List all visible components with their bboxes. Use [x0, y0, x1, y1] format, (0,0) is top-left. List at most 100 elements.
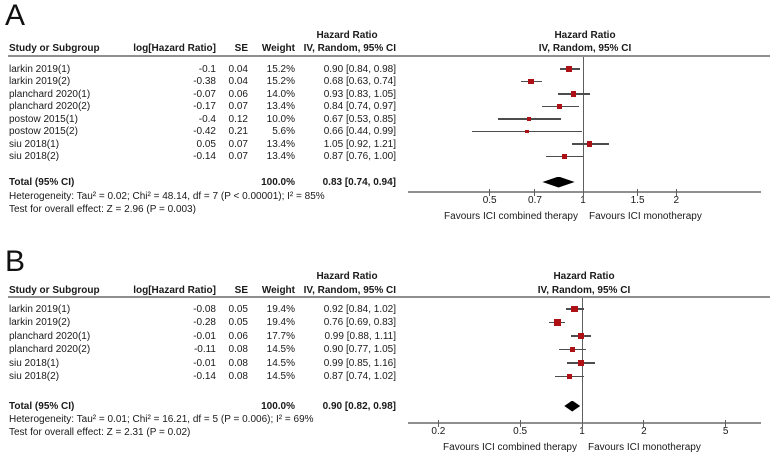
effect-square — [525, 129, 529, 134]
log-hr-value: -0.14 — [193, 371, 216, 382]
study-name: larkin 2019(2) — [9, 76, 71, 87]
weight-value: 15.2% — [266, 63, 295, 75]
axis-tick-label: 5 — [722, 426, 729, 437]
axis-tick-label: 0.5 — [513, 426, 528, 437]
se-value: 0.07 — [228, 151, 248, 162]
se-value: 0.21 — [228, 126, 248, 137]
ci-line — [520, 80, 543, 83]
weight-value: 19.4% — [266, 303, 295, 315]
column-header-loghr: log[Hazard Ratio] — [133, 284, 216, 296]
log-hr-value: -0.38 — [193, 76, 216, 87]
stats-effect-header: Hazard Ratio — [316, 29, 378, 41]
column-header-loghr: log[Hazard Ratio] — [133, 43, 216, 54]
axis-tick — [437, 419, 439, 427]
study-name: larkin 2019(1) — [9, 303, 71, 315]
study-name: larkin 2019(1) — [9, 63, 71, 75]
se-value: 0.05 — [228, 317, 248, 328]
effect-square — [570, 91, 576, 97]
study-name: larkin 2019(2) — [9, 317, 71, 328]
study-name: planchard 2020(1) — [9, 88, 91, 100]
axis-tick-label: 2 — [673, 195, 680, 206]
column-header-se: SE — [234, 43, 248, 54]
log-hr-value: -0.42 — [193, 126, 216, 137]
effect-square — [556, 103, 563, 110]
log-hr-value: -0.01 — [193, 357, 216, 369]
study-name: postow 2015(1) — [9, 113, 78, 125]
log-hr-value: -0.01 — [193, 330, 216, 342]
axis-tick-label: 1 — [580, 195, 586, 206]
se-value: 0.08 — [228, 371, 248, 382]
stats-effect-header: Hazard Ratio — [316, 271, 378, 282]
weight-value: 14.5% — [266, 344, 295, 355]
se-value: 0.06 — [228, 330, 248, 342]
ci-text: 0.68 [0.63, 0.74] — [323, 76, 396, 87]
ci-text: 0.87 [0.74, 1.02] — [323, 371, 396, 382]
log-hr-value: -0.11 — [193, 344, 216, 355]
ci-text: 0.67 [0.53, 0.85] — [323, 113, 396, 125]
ci-line — [558, 348, 587, 351]
axis-tick-label: 1.5 — [630, 195, 645, 206]
plot-effect-header: Hazard Ratio — [554, 29, 616, 41]
ci-text: 0.93 [0.83, 1.05] — [323, 88, 396, 100]
se-value: 0.04 — [228, 63, 248, 75]
ci-text: 0.92 [0.84, 1.02] — [323, 303, 396, 315]
weight-value: 13.4% — [266, 151, 295, 162]
column-header-weight: Weight — [261, 43, 295, 54]
weight-value: 10.0% — [266, 113, 295, 125]
ci-line — [559, 68, 581, 70]
effect-square — [528, 78, 534, 85]
effect-square — [566, 373, 573, 380]
study-name: planchard 2020(2) — [9, 344, 91, 355]
log-hr-value: -0.08 — [193, 303, 216, 315]
favours-right-label: Favours ICI monotherapy — [589, 210, 702, 222]
favours-left-label: Favours ICI combined therapy — [443, 441, 577, 453]
no-effect-line — [582, 56, 584, 192]
weight-value: 19.4% — [266, 317, 295, 328]
ci-text: 0.90 [0.77, 1.05] — [323, 344, 396, 355]
ci-text: 0.90 [0.84, 0.98] — [323, 63, 396, 75]
weight-value: 14.0% — [266, 88, 295, 100]
axis-tick — [489, 188, 491, 196]
effect-square — [554, 319, 561, 326]
axis-tick — [581, 419, 583, 427]
x-axis — [408, 191, 761, 193]
ci-line — [566, 308, 584, 310]
weight-value: 13.4% — [266, 101, 295, 112]
total-label: Total (95% CI) — [9, 176, 75, 188]
heterogeneity-text: Heterogeneity: Tau² = 0.02; Chi² = 48.14… — [9, 191, 325, 202]
overall-effect-text: Test for overall effect: Z = 2.31 (P = 0… — [9, 427, 191, 438]
se-value: 0.06 — [228, 88, 248, 100]
weight-value: 5.6% — [272, 126, 295, 137]
axis-tick — [582, 188, 584, 196]
heterogeneity-text: Heterogeneity: Tau² = 0.01; Chi² = 16.21… — [9, 414, 314, 425]
effect-square — [565, 66, 572, 72]
log-hr-value: 0.05 — [196, 138, 216, 150]
favours-left-label: Favours ICI combined therapy — [444, 210, 578, 222]
axis-tick-label: 0.2 — [431, 426, 446, 437]
weight-value: 15.2% — [266, 76, 295, 87]
axis-tick-label: 0.7 — [528, 195, 542, 206]
total-label: Total (95% CI) — [9, 400, 75, 412]
ci-line — [571, 143, 609, 145]
study-name: postow 2015(2) — [9, 126, 78, 137]
log-hr-value: -0.4 — [198, 113, 216, 125]
weight-value: 14.5% — [266, 357, 295, 369]
ci-text: 0.76 [0.69, 0.83] — [323, 317, 396, 328]
effect-square — [561, 153, 567, 160]
log-hr-value: -0.14 — [193, 151, 216, 162]
ci-line — [546, 155, 583, 158]
panel-label: A — [5, 0, 26, 32]
axis-tick-label: 2 — [641, 426, 647, 437]
column-header-method: IV, Random, 95% CI — [303, 284, 396, 296]
ci-text: 0.87 [0.76, 1.00] — [323, 151, 396, 162]
ci-text: 0.99 [0.88, 1.11] — [324, 330, 396, 342]
ci-line — [557, 93, 590, 95]
ci-line — [567, 362, 596, 364]
effect-square — [571, 305, 578, 313]
plot-method-header: IV, Random, 95% CI — [538, 43, 632, 54]
weight-value: 17.7% — [266, 330, 295, 342]
ci-text: 0.66 [0.44, 0.99] — [323, 126, 396, 137]
axis-tick-label: 0.5 — [482, 195, 497, 206]
